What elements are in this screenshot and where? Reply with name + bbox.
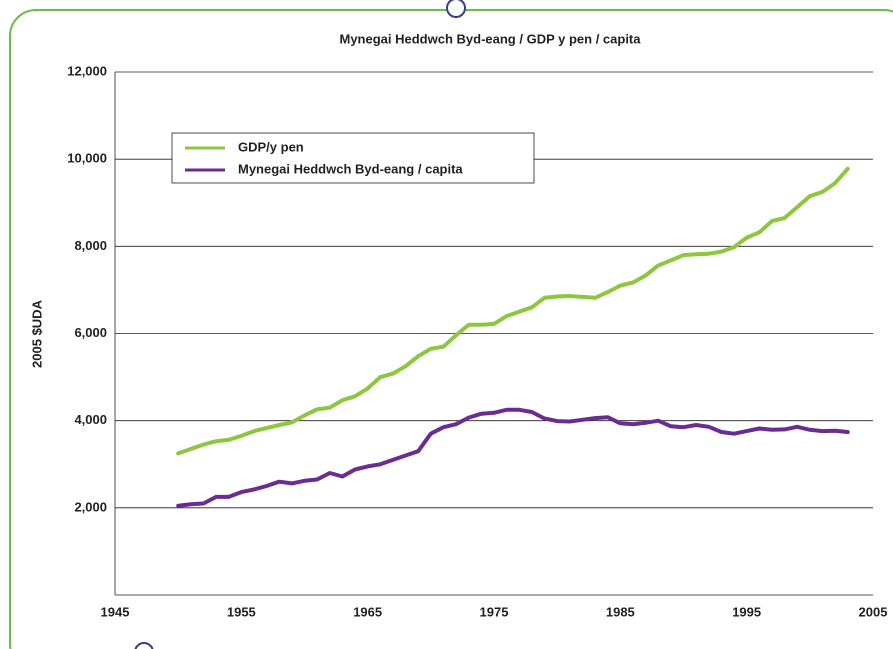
connector [134, 642, 154, 649]
y-axis-label: 2005 $UDA [29, 299, 44, 368]
y-tick-label: 10,000 [67, 151, 107, 166]
legend-label: GDP/y pen [238, 139, 304, 154]
connector [446, 0, 466, 18]
y-tick-label: 12,000 [67, 63, 107, 78]
x-tick-label: 1995 [732, 604, 761, 619]
y-tick-label: 6,000 [74, 325, 107, 340]
chart-title: Mynegai Heddwch Byd-eang / GDP y pen / c… [340, 31, 642, 46]
x-tick-label: 2005 [859, 604, 888, 619]
y-tick-label: 8,000 [74, 238, 107, 253]
x-tick-label: 1965 [353, 604, 382, 619]
y-tick-label: 4,000 [74, 412, 107, 427]
y-tick-label: 2,000 [74, 499, 107, 514]
data-line [176, 166, 850, 456]
x-tick-label: 1985 [606, 604, 635, 619]
x-tick-label: 1975 [480, 604, 509, 619]
x-tick-label: 1945 [101, 604, 130, 619]
legend-box [171, 132, 535, 184]
data-line [176, 407, 850, 508]
frame [9, 9, 893, 649]
x-tick-label: 1955 [227, 604, 256, 619]
legend-label: Mynegai Heddwch Byd-eang / capita [238, 161, 463, 176]
